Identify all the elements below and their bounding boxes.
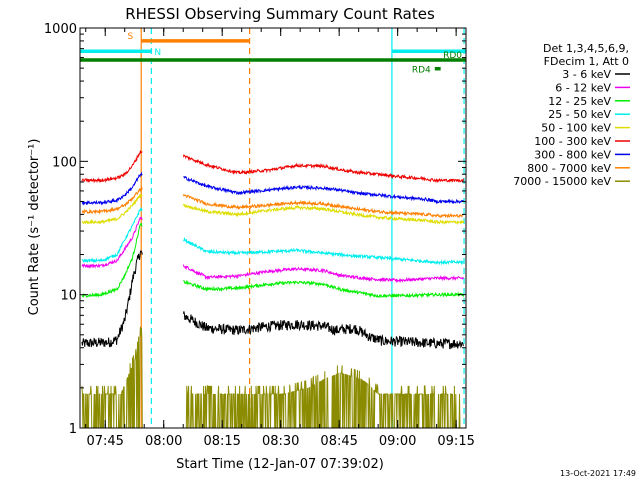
plot-frame xyxy=(79,27,467,429)
footer-timestamp: 13-Oct-2021 17:49 xyxy=(560,469,636,478)
legend-label-3-6-kev: 3 - 6 keV xyxy=(562,68,611,81)
x-tick-label: 09:00 xyxy=(379,434,416,449)
legend-label-800-7000-kev: 800 - 7000 keV xyxy=(527,162,611,175)
legend-label-50-100-kev: 50 - 100 keV xyxy=(541,122,611,135)
series-line-12-25-kev xyxy=(81,222,465,299)
y-tick-label: 100 xyxy=(52,155,77,170)
legend-label-12-25-kev: 12 - 25 keV xyxy=(548,95,611,108)
series-line-100-300-kev xyxy=(81,150,465,184)
series-line-6-12-kev xyxy=(81,216,464,284)
annotation-s: S xyxy=(127,32,133,42)
x-axis-label: Start Time (12-Jan-07 07:39:02) xyxy=(176,457,384,472)
x-tick-label: 08:15 xyxy=(203,434,240,449)
legend-label-7000-15000-kev: 7000 - 15000 keV xyxy=(513,175,611,188)
series-line-300-800-kev xyxy=(81,171,465,206)
chart-title: RHESSI Observing Summary Count Rates xyxy=(125,5,435,23)
x-tick-label: 08:30 xyxy=(262,434,299,449)
series-line-25-50-kev xyxy=(81,206,465,266)
legend-header-1: FDecim 1, Att 0 xyxy=(544,55,629,68)
legend-label-100-300-kev: 100 - 300 keV xyxy=(534,135,611,148)
series-line-3-6-kev xyxy=(81,250,465,350)
plot-area: S N RD0 RD4 xyxy=(80,28,466,429)
x-tick-label: 08:45 xyxy=(320,434,357,449)
x-tick-label: 07:45 xyxy=(86,434,123,449)
legend-header-0: Det 1,3,4,5,6,9, xyxy=(543,42,629,55)
legend-label-6-12-kev: 6 - 12 keV xyxy=(555,81,611,94)
annotation-n: N xyxy=(154,48,161,58)
y-tick-label: 1 xyxy=(69,422,77,437)
annotation-rd0: RD0 xyxy=(443,51,462,61)
x-tick-label: 08:00 xyxy=(145,434,182,449)
series-line-50-100-kev xyxy=(81,193,465,225)
y-axis-label: Count Rate (s⁻¹ detector⁻¹) xyxy=(27,139,42,316)
x-tick-label: 09:15 xyxy=(437,434,474,449)
y-tick-label: 1000 xyxy=(44,22,77,37)
legend-label-25-50-kev: 25 - 50 keV xyxy=(548,108,611,121)
legend-label-300-800-kev: 300 - 800 keV xyxy=(534,148,611,161)
legend: Det 1,3,4,5,6,9,FDecim 1, Att 03 - 6 keV… xyxy=(513,42,630,188)
axes: 1 10 100 1000 07:45 08:00 08:15 08:30 08:45 09:00… xyxy=(44,22,475,449)
y-tick-label: 10 xyxy=(60,289,77,304)
series-line-800-7000-kev xyxy=(81,185,465,219)
annotation-rd4: RD4 xyxy=(412,66,431,76)
